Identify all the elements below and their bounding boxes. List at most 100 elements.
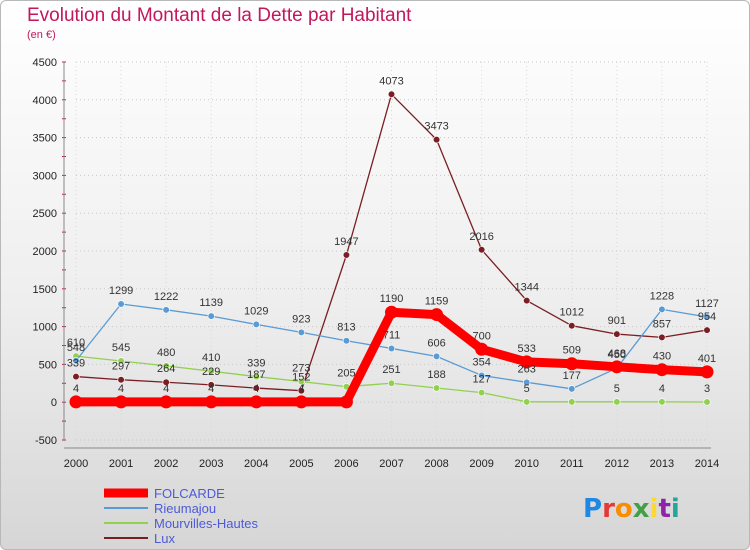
data-label: 1299	[109, 285, 133, 297]
x-tick-label: 2012	[605, 458, 629, 470]
data-point	[703, 313, 711, 321]
data-label: 480	[157, 347, 175, 359]
data-point	[294, 395, 308, 409]
x-tick-label: 2007	[379, 458, 403, 470]
data-point	[117, 357, 125, 365]
data-label: 177	[563, 370, 581, 382]
data-point	[478, 371, 486, 380]
data-point	[523, 398, 531, 406]
data-point	[700, 365, 714, 379]
data-label: 1228	[650, 290, 674, 302]
data-label: 4	[659, 383, 665, 395]
data-label: 152	[292, 372, 310, 384]
data-label: 1344	[514, 282, 538, 294]
legend-label: FOLCARDE	[154, 486, 225, 501]
data-label: 3	[704, 383, 710, 395]
data-point	[613, 398, 621, 406]
data-point	[114, 395, 128, 409]
data-point	[117, 300, 125, 308]
data-point	[297, 328, 305, 337]
x-tick-label: 2000	[64, 458, 88, 470]
y-tick-label: 4000	[33, 95, 57, 107]
data-label: 188	[427, 369, 445, 381]
logo-letter: r	[602, 494, 615, 524]
y-tick-label: 2500	[33, 208, 57, 220]
data-point	[655, 363, 669, 377]
data-point	[658, 305, 666, 313]
y-tick-label: -500	[35, 435, 57, 447]
data-point	[249, 395, 263, 409]
logo-letter: i	[650, 494, 659, 524]
data-point	[204, 395, 218, 409]
data-label: 187	[247, 369, 265, 381]
logo-letter: o	[615, 494, 633, 524]
data-label: 410	[202, 352, 220, 364]
data-label: 430	[653, 351, 671, 363]
x-tick-label: 2013	[650, 458, 674, 470]
x-tick-label: 2004	[244, 458, 268, 470]
x-tick-label: 2008	[424, 458, 448, 470]
data-label: 468	[608, 348, 626, 360]
data-label: 5	[614, 383, 620, 395]
legend-label: Lux	[154, 531, 175, 546]
data-label: 3473	[424, 121, 448, 133]
data-point	[387, 344, 396, 353]
data-label: 700	[472, 330, 490, 342]
x-tick-label: 2009	[469, 458, 493, 470]
chart-subtitle: (en €)	[27, 29, 56, 41]
data-label: 273	[292, 363, 310, 375]
data-point	[610, 360, 624, 374]
data-label: 297	[112, 361, 130, 373]
data-point	[162, 378, 170, 386]
data-point	[430, 308, 444, 322]
data-point	[432, 352, 441, 360]
x-tick-label: 2014	[695, 458, 719, 470]
y-tick-label: 3000	[33, 170, 57, 182]
data-label: 545	[112, 342, 130, 354]
data-point	[207, 312, 215, 320]
data-point	[523, 296, 531, 305]
y-tick-label: 0	[51, 397, 57, 409]
data-label: 1190	[380, 293, 404, 305]
data-point	[252, 384, 260, 392]
data-label: 548	[67, 342, 85, 354]
proxiti-logo: Proxiti	[583, 494, 680, 524]
data-point	[342, 251, 351, 259]
data-point	[703, 326, 711, 334]
data-point	[162, 362, 170, 370]
data-label: 923	[292, 313, 310, 325]
chart-axes: -500 0 500 1000 1500 2000 2500 3000 3500 4000 4500…	[33, 57, 720, 470]
data-label: 509	[563, 345, 581, 357]
data-label: 1012	[560, 307, 584, 319]
logo-letter: x	[633, 494, 650, 524]
data-label: 4	[118, 383, 124, 395]
data-label: 1139	[199, 297, 223, 309]
data-label: 1159	[425, 296, 449, 308]
data-point	[475, 342, 489, 356]
data-point	[432, 384, 441, 392]
data-point	[252, 372, 260, 381]
data-point	[207, 381, 215, 389]
data-point	[387, 379, 396, 387]
legend-label: Rieumajou	[154, 501, 216, 516]
x-tick-label: 2002	[154, 458, 178, 470]
data-point	[72, 372, 80, 381]
data-point	[613, 330, 621, 338]
data-point	[159, 395, 173, 409]
data-label: 251	[382, 364, 400, 376]
data-label: 229	[202, 366, 220, 378]
data-label: 4	[73, 383, 79, 395]
data-label: 1222	[154, 291, 178, 303]
logo-letter: i	[671, 494, 680, 524]
data-label: 263	[518, 363, 536, 375]
data-point	[339, 395, 353, 409]
y-tick-label: 2000	[33, 246, 57, 258]
data-label: 857	[653, 318, 671, 330]
y-tick-label: 1000	[33, 322, 57, 334]
data-point	[297, 377, 305, 386]
chart-plot: 4 4 4 4 4 4 1190 1159 700 533 509 468 430 401 548 1299 1…	[67, 75, 719, 409]
data-point	[297, 387, 305, 395]
